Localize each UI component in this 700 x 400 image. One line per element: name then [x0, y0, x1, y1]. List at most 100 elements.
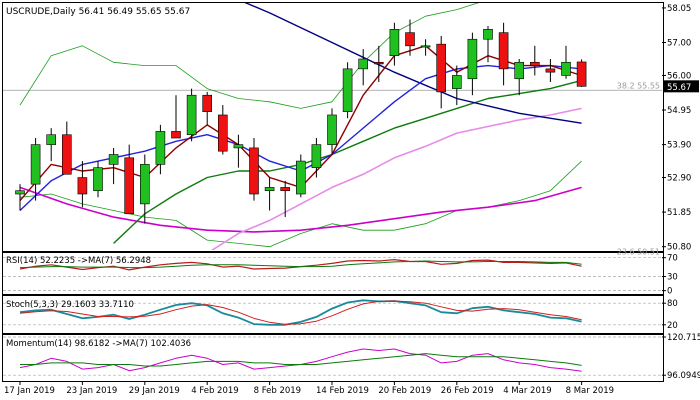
- candle: [202, 91, 212, 125]
- candle: [327, 108, 337, 155]
- ma-pink: [210, 107, 582, 250]
- candle: [264, 177, 275, 211]
- panel-frames: [2, 2, 664, 382]
- candle-body-down: [576, 61, 587, 87]
- candle: [108, 147, 119, 185]
- y-tick-label: 51.85: [667, 208, 691, 218]
- last-price-box: [663, 80, 699, 93]
- candle-body-up: [108, 154, 119, 165]
- ma-green: [113, 79, 582, 244]
- candle: [467, 32, 478, 96]
- axes: 38.2 55.55 23.6 50.51 58.05 57.00 56.00 54.95…: [4, 4, 700, 396]
- candle: [30, 138, 41, 201]
- y-tick-label: 0: [667, 287, 672, 297]
- stoch-d: [19, 300, 582, 325]
- candle: [514, 58, 525, 96]
- candle-body-up: [483, 29, 493, 40]
- rsi-label: RSI(14) 52.2235 ->MA(7) 56.2948: [6, 256, 151, 266]
- candle-body-down: [373, 61, 384, 65]
- candle-body-up: [233, 144, 244, 149]
- ma-slow-magenta: [19, 186, 582, 233]
- candle-body-down: [61, 134, 72, 175]
- candle-body-down: [218, 114, 228, 152]
- panel-frame-2: [2, 295, 664, 334]
- x-tick-label: 20 Feb 2019: [378, 386, 431, 396]
- candle: [576, 59, 587, 87]
- candle-body-up: [264, 187, 275, 192]
- candle-body-up: [93, 167, 103, 192]
- x-tick-label: 4 Mar 2019: [503, 386, 551, 396]
- candle: [389, 22, 400, 66]
- x-tick-label: 23 Jan 2019: [66, 386, 117, 396]
- candle: [529, 45, 540, 76]
- candle: [420, 39, 431, 56]
- candle-body-down: [202, 94, 212, 112]
- y-tick-label: 58.05: [667, 4, 691, 14]
- candle-body-down: [171, 131, 181, 139]
- candle-body-down: [529, 61, 540, 66]
- candle: [498, 22, 509, 86]
- y-tick-label: 30: [667, 273, 678, 283]
- candle: [280, 180, 291, 218]
- candle-body-up: [311, 144, 322, 168]
- candle: [342, 62, 353, 119]
- y-tick-label: 80: [667, 299, 678, 309]
- candle: [249, 138, 259, 201]
- stochastic-panel: [3, 299, 662, 326]
- symbol-label: USCRUDE,Daily 56.41 56.49 55.65 55.67: [6, 7, 190, 17]
- momentum-line: [19, 348, 582, 372]
- y-tick-label: 70: [667, 254, 678, 264]
- candle-body-down: [124, 157, 134, 215]
- y-tick-label: 56.00: [667, 71, 691, 81]
- candle: [451, 65, 462, 106]
- last-price-label: 55.67: [667, 83, 691, 93]
- x-tick-label: 14 Feb 2019: [316, 386, 369, 396]
- candle: [561, 45, 571, 79]
- candle-body-up: [561, 61, 571, 76]
- candle: [218, 105, 228, 155]
- candle: [233, 134, 244, 168]
- candle: [155, 124, 166, 175]
- candle-body-up: [15, 190, 25, 195]
- candle-body-down: [545, 68, 556, 73]
- candle-body-up: [342, 68, 353, 112]
- panel-frame-3: [2, 334, 664, 382]
- candle: [171, 95, 181, 139]
- y-tick-label: 54.95: [667, 106, 691, 116]
- y-tick-label: 50.80: [667, 243, 691, 253]
- candle: [186, 88, 197, 142]
- y-tick-label: 120.7157: [667, 333, 700, 343]
- main-price-panel: [3, 3, 662, 250]
- x-tick-label: 29 Jan 2019: [129, 386, 180, 396]
- x-tick-label: 26 Feb 2019: [441, 386, 494, 396]
- candle-body-down: [498, 32, 509, 70]
- candle-body-up: [186, 94, 197, 136]
- panel-frame-1: [2, 252, 664, 295]
- candle-body-down: [280, 187, 291, 192]
- y-tick-label: 20: [667, 321, 678, 331]
- momentum-panel: [3, 336, 662, 376]
- candle: [46, 128, 57, 162]
- candle: [483, 26, 493, 63]
- panel-frame-0: [2, 2, 664, 252]
- x-tick-label: 8 Feb 2019: [254, 386, 302, 396]
- candle-body-up: [389, 29, 400, 56]
- candle: [373, 45, 384, 83]
- candles: [15, 19, 587, 224]
- candle: [140, 154, 150, 224]
- candle: [311, 138, 322, 178]
- bollinger-upper: [19, 3, 479, 109]
- candle-body-up: [327, 114, 337, 145]
- candle: [93, 161, 103, 198]
- candle-body-up: [358, 58, 369, 70]
- candle: [61, 121, 72, 175]
- y-tick-label: 52.90: [667, 174, 691, 184]
- y-tick-label: 96.0949: [667, 371, 700, 381]
- fib-382-label: 38.2 55.55: [617, 81, 660, 90]
- x-tick-label: 8 Mar 2019: [566, 386, 614, 396]
- candle-body-up: [295, 160, 306, 195]
- candle: [358, 49, 369, 86]
- stoch-label: Stoch(5,3,3) 29.1603 33.7110: [6, 300, 134, 310]
- y-tick-label: 57.00: [667, 39, 691, 49]
